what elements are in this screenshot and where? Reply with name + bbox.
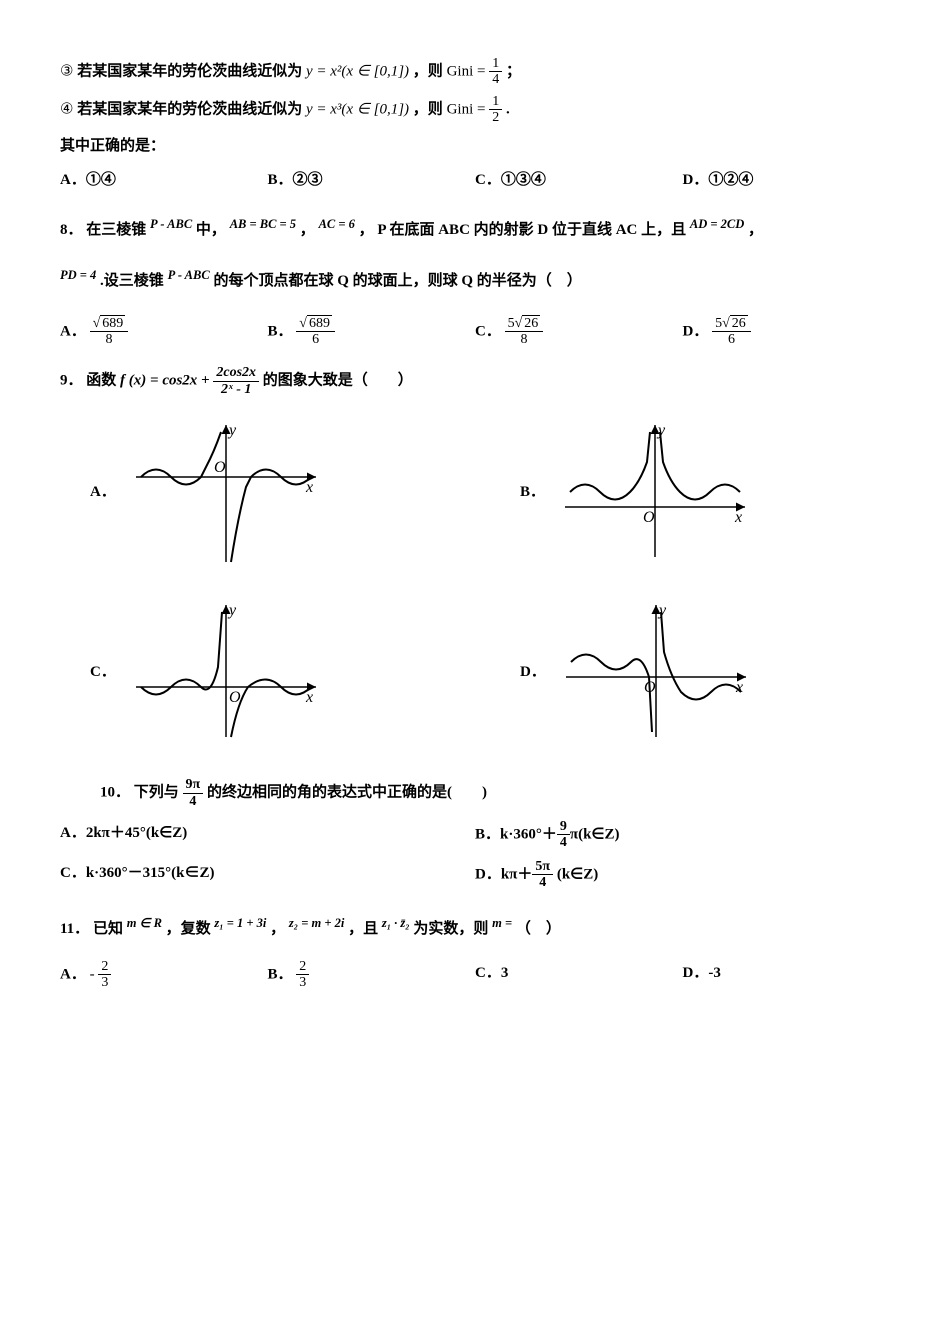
q11-t2: ，复数 (166, 921, 211, 937)
q8-t8: 的每个顶点都在球 Q 的球面上，则球 Q 的半径为（ ） (213, 273, 581, 289)
q11-z1: z₁ = 1 + 3i (214, 916, 266, 930)
q8-t5: P 在底面 ABC 内的射影 D 位于直线 AC 上，且 (377, 222, 686, 238)
graph-a-svg: y x O (126, 417, 326, 567)
q8-ad: AD = 2CD (690, 217, 744, 231)
svg-text:x: x (734, 509, 742, 526)
q10-t1: 下列与 (134, 784, 179, 800)
q8-pd: PD = 4 (60, 268, 96, 282)
statement-3: ③ 若某国家某年的劳伦茨曲线近似为 y = x²(x ∈ [0,1]) ，则 G… (60, 56, 890, 88)
s3-gini-lhs: Gini = (447, 63, 486, 79)
q11-t5: 为实数，则 (413, 921, 488, 937)
q10-t2: 的终边相同的角的表达式中正确的是( ) (207, 784, 487, 800)
s4-mid: ，则 (413, 101, 443, 117)
q11-num: 11． (60, 921, 89, 937)
q9-graph-c: C． y x O (90, 597, 460, 747)
q8-choice-d: D． 526 6 (683, 316, 891, 348)
q8-ac: AC = 6 (319, 217, 355, 231)
q11-meq: m = (492, 916, 512, 930)
q10-choices: A．2kπ＋45°(k∈Z) B．k·360°＋94π(k∈Z) C．k·360… (60, 815, 890, 895)
q9-graph-a: A． y x O (90, 417, 460, 567)
q10-num: 10． (100, 784, 130, 800)
graph-d-svg: y x O (556, 597, 756, 747)
q8-t7: .设三棱锥 (100, 273, 164, 289)
q11-t6: （ ） (516, 921, 561, 937)
q11-t4: ，且 (348, 921, 378, 937)
q8-num: 8． (60, 222, 83, 238)
q8-choice-c: C． 526 8 (475, 316, 683, 348)
q10-stem: 10． 下列与 9π 4 的终边相同的角的表达式中正确的是( ) (100, 777, 890, 809)
s3-gini-frac: 1 4 (489, 56, 502, 88)
q9-stem: 9． 函数 f (x) = cos2x + 2cos2x 2ˣ - 1 的图象大… (60, 365, 890, 397)
q8-choice-a: A． 689 8 (60, 316, 268, 348)
q8-choice-b: B． 689 6 (268, 316, 476, 348)
q11-choice-b: B． 23 (268, 959, 476, 991)
q10-choice-a: A．2kπ＋45°(k∈Z) (60, 819, 475, 851)
q10-choice-b: B．k·360°＋94π(k∈Z) (475, 819, 890, 851)
s3-curve: y = x²(x ∈ [0,1]) (306, 63, 409, 79)
s4-curve: y = x³(x ∈ [0,1]) (306, 101, 409, 117)
circled-3: ③ (60, 63, 73, 79)
circled-4: ④ (60, 101, 73, 117)
q7-choice-b: B．②③ (268, 166, 476, 195)
graph-c-svg: y x O (126, 597, 326, 747)
svg-text:O: O (643, 509, 655, 526)
q7-choice-a: A．①④ (60, 166, 268, 195)
q7-choice-d: D．①②④ (683, 166, 891, 195)
q11-choice-a: A． - 23 (60, 959, 268, 991)
q9-num: 9． (60, 373, 83, 389)
q10-choice-d: D．kπ＋5π4 (k∈Z) (475, 859, 890, 891)
s3-prefix: 若某国家某年的劳伦茨曲线近似为 (77, 63, 302, 79)
q11-t1: 已知 (93, 921, 123, 937)
q8-pabc2: P - ABC (168, 268, 210, 282)
q9-t1: 函数 (86, 373, 116, 389)
s4-prefix: 若某国家某年的劳伦茨曲线近似为 (77, 101, 302, 117)
q8-t1: 在三棱锥 (86, 222, 146, 238)
s4-gini-lhs: Gini = (447, 101, 486, 117)
q9-fx-frac: 2cos2x 2ˣ - 1 (213, 365, 259, 397)
q9-t2: 的图象大致是（ ） (263, 373, 413, 389)
q11-t3: ， (270, 921, 285, 937)
q8-t4: ， (359, 222, 374, 238)
conclusion: 其中正确的是： (60, 132, 890, 161)
s3-mid: ，则 (413, 63, 443, 79)
q8-t6: ， (748, 222, 763, 238)
q11-choices: A． - 23 B． 23 C．3 D．-3 (60, 959, 890, 991)
svg-text:y: y (227, 422, 237, 439)
q8-t2: 中， (196, 222, 226, 238)
q9-graph-b: B． y x O (520, 417, 890, 567)
svg-text:y: y (227, 602, 237, 619)
q10-angle: 9π 4 (183, 777, 204, 809)
statement-4: ④ 若某国家某年的劳伦茨曲线近似为 y = x³(x ∈ [0,1]) ，则 G… (60, 94, 890, 126)
q9-graphs: A． y x O B． y x O C． y x O (90, 417, 890, 747)
svg-text:O: O (214, 459, 226, 476)
q9-fx-lhs: f (x) = cos2x + (120, 373, 210, 389)
q8-choices: A． 689 8 B． 689 6 C． 526 8 D． 526 6 (60, 316, 890, 348)
q11-mR: m ∈ R (127, 916, 162, 930)
q11-prod: z₁ · z̄₂ (382, 916, 410, 930)
q8-t3: ， (300, 222, 315, 238)
q8-ab: AB = BC = 5 (230, 217, 296, 231)
q11-z2: z₂ = m + 2i (289, 916, 344, 930)
q7-choice-c: C．①③④ (475, 166, 683, 195)
q8-stem2: PD = 4 .设三棱锥 P - ABC 的每个顶点都在球 Q 的球面上，则球 … (60, 264, 890, 296)
q10-choice-c: C．k·360°－315°(k∈Z) (60, 859, 475, 891)
graph-b-svg: y x O (555, 417, 755, 567)
q11-choice-d: D．-3 (683, 959, 891, 991)
q9-graph-d: D． y x O (520, 597, 890, 747)
q8-stem: 8． 在三棱锥 P - ABC 中， AB = BC = 5 ， AC = 6 … (60, 213, 890, 245)
s3-tail: ； (506, 63, 521, 79)
q11-choice-c: C．3 (475, 959, 683, 991)
s4-gini-frac: 1 2 (489, 94, 502, 126)
q7-choices: A．①④ B．②③ C．①③④ D．①②④ (60, 166, 890, 195)
s4-tail: . (506, 101, 510, 117)
q11-stem: 11． 已知 m ∈ R ，复数 z₁ = 1 + 3i ， z₂ = m + … (60, 912, 890, 944)
q8-pabc1: P - ABC (150, 217, 192, 231)
